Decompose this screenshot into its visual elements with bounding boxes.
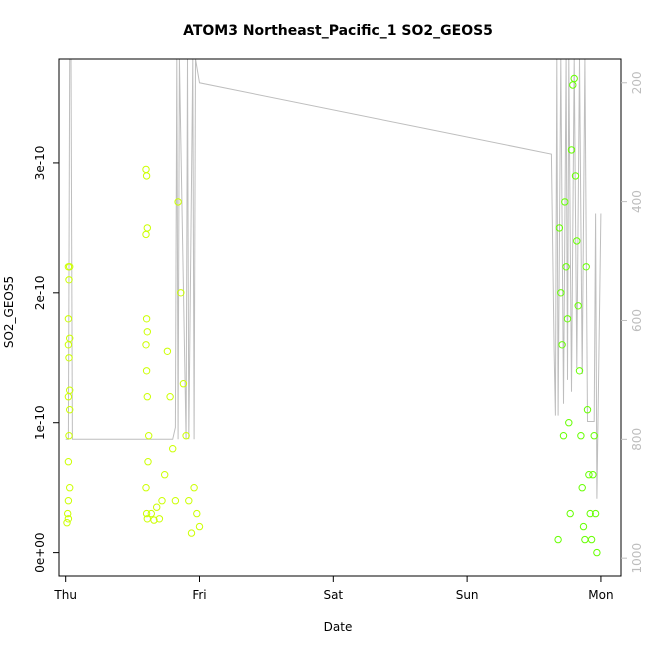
data-point [143, 393, 152, 401]
data-point [563, 315, 572, 323]
data-point [590, 432, 598, 440]
data-point [161, 471, 169, 479]
data-point [187, 529, 196, 537]
data-point [593, 548, 601, 557]
data-point [144, 458, 152, 466]
x-tick-label: Fri [192, 588, 206, 602]
data-point [65, 276, 73, 284]
data-point [581, 535, 589, 544]
y-tick-label: 3e-10 [33, 146, 47, 181]
data-point [554, 535, 562, 544]
data-point [569, 81, 577, 89]
data-point [577, 432, 585, 440]
data-point [65, 432, 73, 440]
data-point [142, 341, 150, 349]
x-tick-label: Sun [456, 588, 479, 602]
data-point [177, 289, 185, 297]
data-point [555, 224, 564, 232]
data-point [589, 471, 597, 479]
data-point [142, 172, 151, 180]
data-point [145, 432, 153, 440]
data-point [143, 328, 152, 336]
data-point [566, 509, 574, 518]
y2-tick-label: 1000 [630, 543, 644, 574]
y2-tick-label: 800 [630, 428, 644, 451]
data-point [574, 302, 582, 310]
data-point [575, 367, 584, 375]
data-point [64, 497, 73, 505]
data-point [142, 165, 150, 174]
data-point [66, 334, 74, 342]
data-point [66, 484, 74, 492]
data-point [64, 515, 73, 523]
plot-area: Thu Fri Sat Sun Mon 0e+00 1e-10 2e-10 3e-10 200 40… [33, 58, 644, 602]
data-point [561, 198, 569, 206]
y-tick-label: 2e-10 [33, 275, 47, 310]
data-point [163, 347, 172, 355]
data-point [195, 522, 204, 531]
data-point [142, 230, 150, 239]
y-tick-label: 0e+00 [33, 532, 47, 572]
data-point [567, 146, 576, 154]
data-point [142, 315, 151, 323]
data-point [171, 497, 180, 505]
data-point [582, 263, 590, 271]
data-point [147, 509, 156, 518]
y2-tick-label: 600 [630, 309, 644, 332]
data-point [586, 509, 594, 518]
data-point [150, 516, 158, 524]
y2-tick-label: 400 [630, 190, 644, 213]
data-point [571, 172, 580, 180]
pressure-line [65, 58, 602, 499]
data-point [64, 509, 72, 518]
data-point [557, 289, 565, 297]
data-point [64, 458, 73, 466]
data-point [143, 515, 152, 523]
data-point [583, 406, 592, 414]
x-axis-label: Date [324, 620, 353, 634]
data-point [169, 445, 177, 453]
data-point [573, 237, 581, 245]
data-point [63, 519, 71, 527]
y2-tick-label: 200 [630, 71, 644, 94]
data-point [142, 509, 151, 518]
data-point [562, 263, 570, 271]
data-point [143, 224, 152, 232]
chart-title: ATOM3 Northeast_Pacific_1 SO2_GEOS5 [183, 23, 493, 39]
data-point [565, 419, 573, 427]
data-point [179, 380, 188, 388]
data-point [155, 515, 164, 523]
data-point [559, 432, 568, 440]
data-point [153, 503, 161, 511]
data-point [578, 484, 586, 492]
data-point [182, 432, 190, 440]
data-point [166, 393, 174, 401]
data-point [65, 354, 73, 362]
data-point [591, 509, 600, 518]
data-point [142, 367, 151, 375]
data-point [66, 406, 74, 414]
data-point [558, 341, 566, 349]
data-point [185, 497, 193, 505]
y-tick-label: 1e-10 [33, 405, 47, 440]
data-point [174, 198, 182, 206]
data-point [579, 522, 588, 531]
x-tick-label: Mon [588, 588, 613, 602]
plot-frame [58, 58, 622, 577]
data-point [64, 315, 73, 323]
data-point [570, 74, 578, 83]
x-tick-label: Sat [323, 588, 343, 602]
data-point [585, 471, 593, 479]
y-axis-label: SO2_GEOS5 [2, 276, 16, 348]
data-point [193, 509, 201, 518]
data-point [587, 535, 596, 544]
data-point [66, 386, 74, 394]
data-point [142, 484, 150, 492]
x-tick-label: Thu [53, 588, 77, 602]
data-point [190, 484, 198, 492]
data-point [64, 263, 73, 271]
data-point [158, 497, 166, 505]
